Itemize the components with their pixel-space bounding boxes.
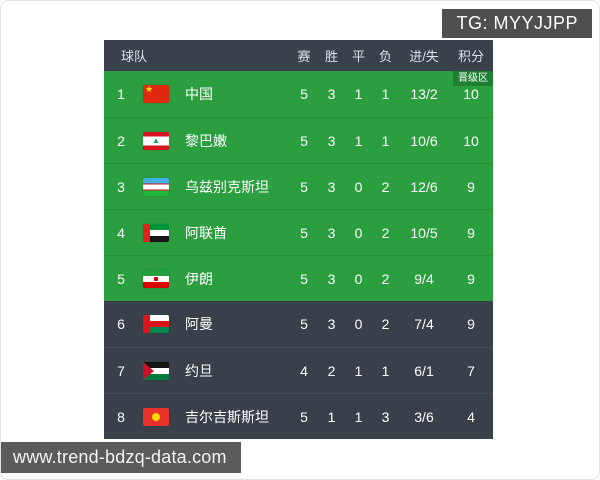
- points: 9: [467, 224, 475, 241]
- points: 9: [467, 316, 475, 332]
- played: 5: [300, 224, 308, 241]
- team-name: 阿联酋: [185, 224, 227, 241]
- kyrgyzstan-flag-icon: [143, 407, 169, 426]
- drawn: 1: [354, 362, 363, 379]
- played: 5: [300, 178, 308, 195]
- goals: 6/1: [414, 362, 434, 379]
- team-name: 黎巴嫩: [185, 132, 227, 149]
- goals: 10/5: [410, 224, 438, 241]
- tg-watermark-badge: TG: MYYJJPP: [442, 9, 592, 38]
- drawn: 1: [354, 132, 363, 149]
- team-name: 吉尔吉斯斯坦: [185, 408, 269, 425]
- lost: 2: [381, 270, 390, 287]
- goals: 7/4: [414, 316, 434, 332]
- lost: 1: [381, 362, 390, 379]
- table-header-row: 球队 赛 胜 平 负 进/失 积分: [104, 40, 493, 71]
- points: 9: [467, 178, 475, 195]
- rank: 8: [117, 408, 125, 425]
- points: 7: [467, 362, 475, 379]
- jordan-flag-icon: [143, 361, 169, 380]
- lebanon-flag-icon: [143, 131, 169, 150]
- table-row-china[interactable]: 1 中国 5 3 1 1 13/2 10: [104, 71, 493, 117]
- header-goals: 进/失: [409, 49, 439, 64]
- goals: 13/2: [410, 86, 438, 102]
- played: 4: [300, 362, 308, 379]
- china-flag-icon: [143, 85, 169, 103]
- header-points: 积分: [457, 49, 484, 64]
- played: 5: [300, 270, 308, 287]
- header-drawn: 平: [351, 49, 365, 64]
- promotion-zone-badge: 晋级区: [453, 71, 493, 86]
- rank: 7: [117, 362, 125, 379]
- team-name: 中国: [185, 86, 213, 102]
- header-played: 赛: [297, 49, 311, 64]
- points: 10: [463, 86, 479, 102]
- drawn: 1: [354, 86, 363, 102]
- won: 2: [327, 362, 336, 379]
- table-row-jordan[interactable]: 7 约旦 4 2 1 1 6/1 7: [104, 347, 493, 393]
- team-name: 乌兹别克斯坦: [185, 178, 269, 195]
- drawn: 0: [354, 178, 363, 195]
- rank: 5: [117, 270, 125, 287]
- table-row-uae[interactable]: 4 阿联酋 5 3 0 2 10/5 9: [104, 209, 493, 255]
- rank: 6: [117, 316, 125, 332]
- team-name: 伊朗: [185, 270, 213, 287]
- standings-table: 球队 赛 胜 平 负 进/失 积分 晋级区 1 中国 5 3 1 1 13/2 …: [104, 40, 493, 439]
- played: 5: [300, 316, 308, 332]
- table-row-kyrgyzstan[interactable]: 8 吉尔吉斯斯坦 5 1 1 3 3/6 4: [104, 393, 493, 439]
- lost: 2: [381, 178, 390, 195]
- table-row-lebanon[interactable]: 2 黎巴嫩 5 3 1 1 10/6 10: [104, 117, 493, 163]
- won: 3: [327, 316, 336, 332]
- points: 9: [467, 270, 475, 287]
- won: 3: [327, 178, 336, 195]
- goals: 3/6: [414, 408, 434, 425]
- points: 4: [467, 408, 475, 425]
- played: 5: [300, 408, 308, 425]
- points: 10: [463, 132, 479, 149]
- lost: 3: [381, 408, 390, 425]
- drawn: 0: [354, 316, 363, 332]
- table-row-oman[interactable]: 6 阿曼 5 3 0 2 7/4 9: [104, 301, 493, 347]
- rank: 3: [117, 178, 125, 195]
- table-row-uzbekistan[interactable]: 3 乌兹别克斯坦 5 3 0 2 12/6 9: [104, 163, 493, 209]
- header-lost: 负: [378, 49, 392, 64]
- goals: 12/6: [410, 178, 438, 195]
- won: 3: [327, 270, 336, 287]
- drawn: 0: [354, 270, 363, 287]
- won: 1: [327, 408, 336, 425]
- rank: 4: [117, 224, 125, 241]
- team-name: 约旦: [185, 362, 213, 379]
- lost: 1: [381, 132, 390, 149]
- header-won: 胜: [324, 49, 338, 64]
- lost: 2: [381, 316, 390, 332]
- won: 3: [327, 132, 336, 149]
- header-team: 球队: [121, 49, 148, 64]
- oman-flag-icon: [143, 315, 169, 333]
- table-row-iran[interactable]: 5 伊朗 5 3 0 2 9/4 9: [104, 255, 493, 301]
- goals: 10/6: [410, 132, 438, 149]
- rank: 1: [117, 86, 125, 102]
- uae-flag-icon: [143, 223, 169, 242]
- drawn: 0: [354, 224, 363, 241]
- won: 3: [327, 86, 336, 102]
- website-watermark-badge: www.trend-bdzq-data.com: [1, 442, 241, 473]
- drawn: 1: [354, 408, 363, 425]
- played: 5: [300, 132, 308, 149]
- won: 3: [327, 224, 336, 241]
- uzbekistan-flag-icon: [143, 177, 169, 196]
- rank: 2: [117, 132, 125, 149]
- goals: 9/4: [414, 270, 434, 287]
- iran-flag-icon: [143, 269, 169, 288]
- played: 5: [300, 86, 308, 102]
- lost: 1: [381, 86, 390, 102]
- lost: 2: [381, 224, 390, 241]
- team-name: 阿曼: [185, 316, 213, 332]
